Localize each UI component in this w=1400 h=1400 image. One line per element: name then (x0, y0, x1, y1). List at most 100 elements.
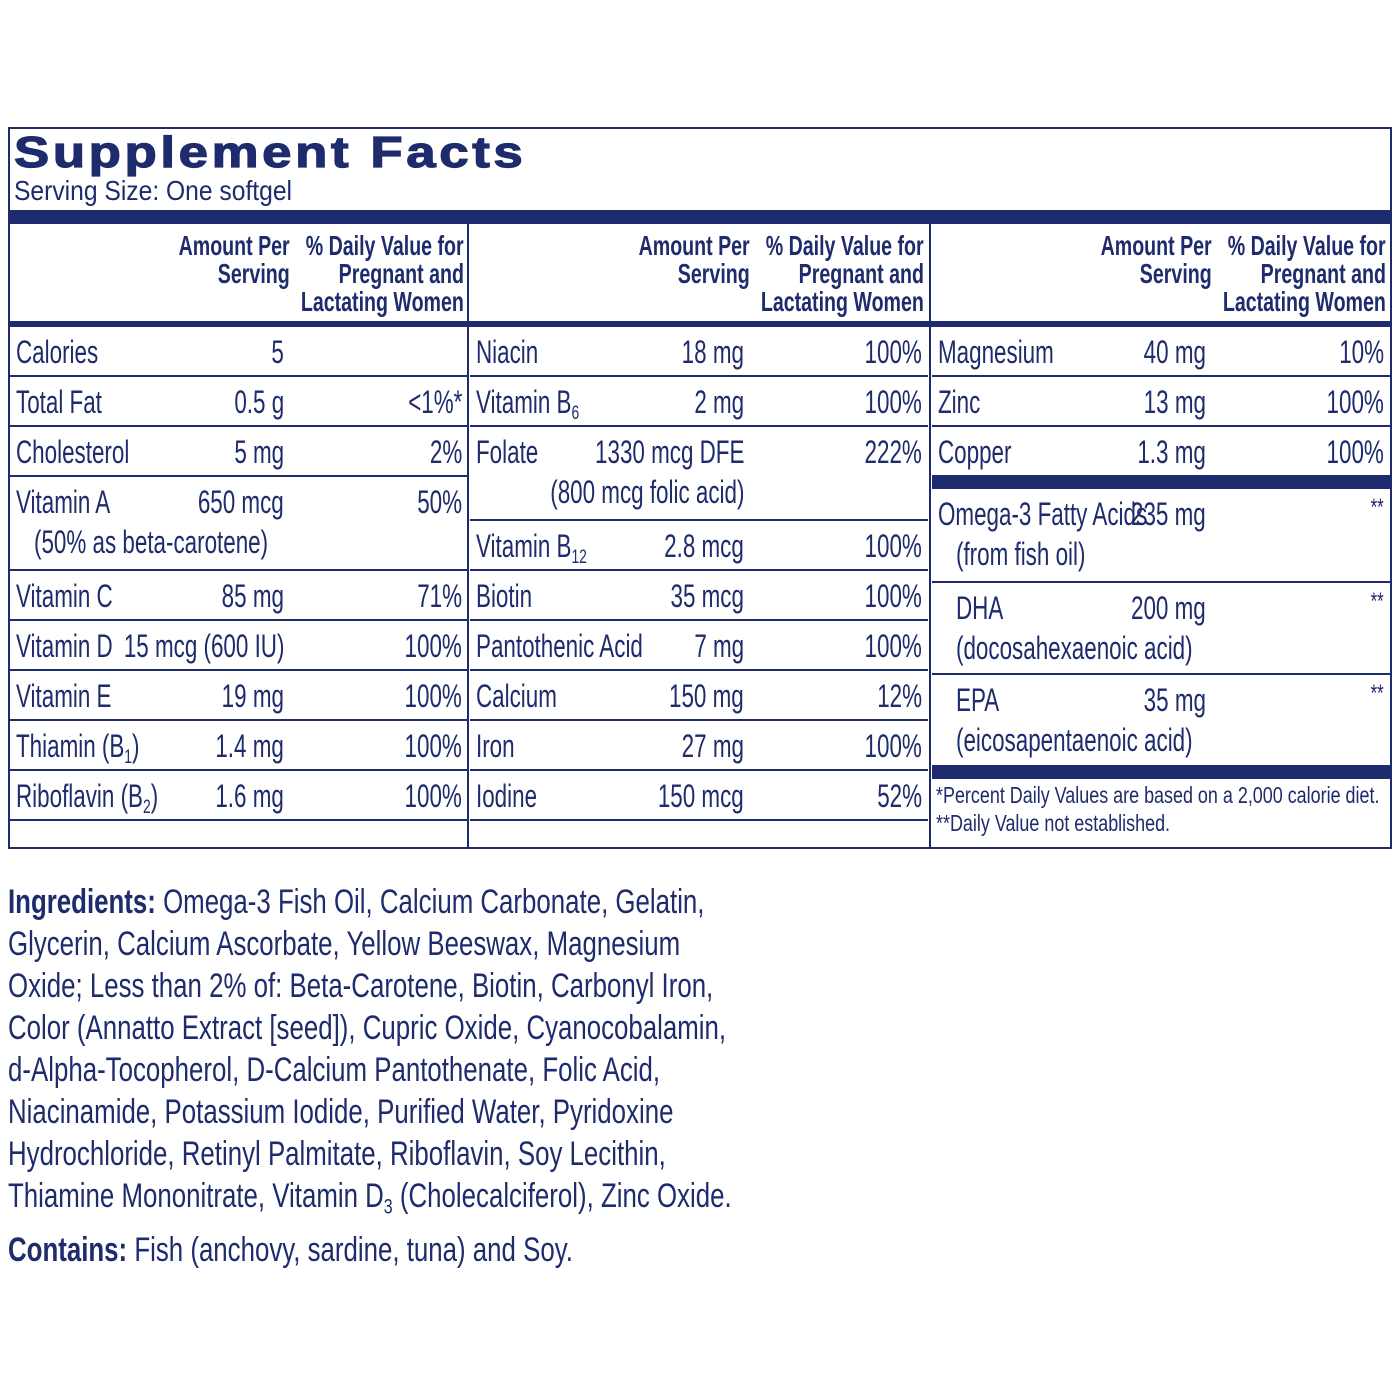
text-part: Thiamin (B (16, 728, 125, 764)
nutrient-row: Vitamin D 15 mcg (600 IU) 100% (10, 621, 468, 671)
nutrient-name: Vitamin C (16, 577, 113, 615)
amount: 150 mcg (658, 778, 744, 814)
amount: 2 mg (694, 384, 744, 420)
text-part: Calcium (476, 678, 557, 714)
contains-line: Contains: Fish (anchovy, sardine, tuna) … (8, 1229, 751, 1271)
nutrient-row: EPA 35 mg ** (eicosapentaenoic acid) (932, 675, 1390, 767)
line-text: d-Alpha-Tocopherol, D-Calcium Pantothena… (8, 1049, 660, 1091)
nutrient-note: (eicosapentaenoic acid) (956, 722, 1193, 758)
facts-title: Supplement Facts (13, 127, 523, 178)
text-part: Hydrochloride, Retinyl Palmitate, Ribofl… (8, 1135, 666, 1173)
dv-header: % Daily Value for Pregnant and Lactating W… (231, 232, 464, 316)
daily-value: 71% (417, 578, 462, 614)
amount-note: (800 mcg folic acid) (549, 474, 744, 510)
amount: 27 mg (681, 728, 744, 764)
text-part: Copper (938, 434, 1012, 470)
nutrient-row: Cholesterol 5 mg 2% (10, 427, 468, 477)
nutrient-row: Calories 5 (10, 327, 468, 377)
header-text: Pregnant and (798, 258, 924, 289)
header-text: Amount Per (638, 230, 750, 261)
nutrient-name: Zinc (938, 383, 980, 421)
text-part: Calories (16, 334, 99, 370)
text-part: Iron (476, 728, 515, 764)
footnotes: *Percent Daily Values are based on a 2,0… (936, 781, 1400, 837)
nutrient-row: Iron 27 mg 100% (470, 721, 928, 771)
serving-text: Serving Size: One softgel (14, 175, 293, 206)
text-part: Vitamin A (16, 484, 111, 520)
amount: 5 mg (234, 434, 284, 470)
ingredient-line: Color (Annatto Extract [seed]), Cupric O… (8, 1007, 960, 1049)
nutrient-name: Copper (938, 433, 1011, 471)
contains: Contains: Fish (anchovy, sardine, tuna) … (8, 1229, 751, 1271)
nutrient-row: Omega-3 Fatty Acids 235 mg ** (from fish oi… (932, 489, 1390, 583)
footnote-text: **Daily Value not established. (936, 810, 1171, 836)
amount: 200 mg (1131, 590, 1206, 626)
nutrient-name: Pantothenic Acid (476, 627, 643, 665)
daily-value: 100% (404, 628, 462, 664)
subscript: 3 (383, 1195, 393, 1219)
header-line: Serving (591, 260, 750, 288)
daily-value: 100% (1326, 434, 1384, 470)
header-line: Lactating Women (691, 288, 924, 316)
thick-rule (932, 475, 1390, 489)
text-part: Biotin (476, 578, 533, 614)
text-part: Oxide; Less than 2% of: Beta-Carotene, B… (8, 967, 714, 1005)
amount: 35 mcg (670, 578, 744, 614)
amount: 40 mg (1143, 334, 1206, 370)
text-part: Vitamin D (16, 628, 113, 664)
daily-value: ** (1370, 680, 1384, 707)
text-part: Vitamin B (476, 528, 572, 564)
ingredient-line: Oxide; Less than 2% of: Beta-Carotene, B… (8, 965, 960, 1007)
header-line: % Daily Value for (691, 232, 924, 260)
column-divider (467, 224, 469, 847)
daily-value: 100% (864, 578, 922, 614)
amount: 85 mg (221, 578, 284, 614)
nutrient-note: (from fish oil) (956, 536, 1086, 572)
nutrient-name: Cholesterol (16, 433, 129, 471)
header-text: Lactating Women (761, 286, 924, 317)
text-part: Omega-3 Fatty Acids (938, 496, 1148, 532)
nutrient-row: Magnesium 40 mg 10% (932, 327, 1390, 377)
amount: 15 mcg (600 IU) (123, 628, 284, 664)
ingredient-line: Glycerin, Calcium Ascorbate, Yellow Bees… (8, 923, 960, 965)
text-part: ) (132, 728, 140, 764)
nutrient-name: EPA (956, 681, 999, 719)
daily-value: ** (1370, 494, 1384, 521)
facts-column: Amount Per Serving% Daily Value for Pregna… (932, 0, 1390, 849)
ingredient-line: Niacinamide, Potassium Iodide, Purified … (8, 1091, 960, 1133)
header-text: Pregnant and (338, 258, 464, 289)
amount: 0.5 g (234, 384, 284, 420)
header-line: Amount Per (131, 232, 290, 260)
text-part: Vitamin B (476, 384, 572, 420)
nutrient-name: Folate (476, 433, 538, 471)
nutrient-name: Magnesium (938, 333, 1054, 371)
daily-value: 100% (404, 678, 462, 714)
nutrient-name: Biotin (476, 577, 532, 615)
daily-value: 2% (429, 434, 462, 470)
header-text: Lactating Women (1223, 286, 1386, 317)
text-part: DHA (956, 590, 1004, 626)
text-part: Total Fat (16, 384, 102, 420)
daily-value: 100% (864, 728, 922, 764)
daily-value: 100% (404, 728, 462, 764)
amount: 1330 mcg DFE (594, 434, 744, 470)
text-part: Thiamine Mononitrate, Vitamin D (8, 1177, 384, 1215)
dv-header: % Daily Value for Pregnant and Lactating W… (1153, 232, 1386, 316)
amount: 1.3 mg (1137, 434, 1206, 470)
nutrient-row: Copper 1.3 mg 100% (932, 427, 1390, 477)
line-text: Ingredients: Omega-3 Fish Oil, Calcium C… (8, 881, 704, 923)
header-text: % Daily Value for (1228, 230, 1386, 261)
header-text: % Daily Value for (766, 230, 924, 261)
nutrient-row: Total Fat 0.5 g <1%* (10, 377, 468, 427)
amount-header: Amount Per Serving (131, 232, 290, 288)
ingredients-label: Ingredients: (8, 883, 156, 921)
facts-column: Amount Per Serving % Daily Value for Pregna… (470, 0, 928, 849)
text-part: Omega-3 Fish Oil, Calcium Carbonate, Gel… (163, 883, 705, 921)
amount: 5 (271, 334, 284, 370)
amount: 1.4 mg (215, 728, 284, 764)
space (156, 883, 163, 921)
daily-value: 52% (877, 778, 922, 814)
line-text: Thiamine Mononitrate, Vitamin D3 (Cholec… (8, 1175, 732, 1228)
daily-value: 50% (417, 484, 462, 520)
